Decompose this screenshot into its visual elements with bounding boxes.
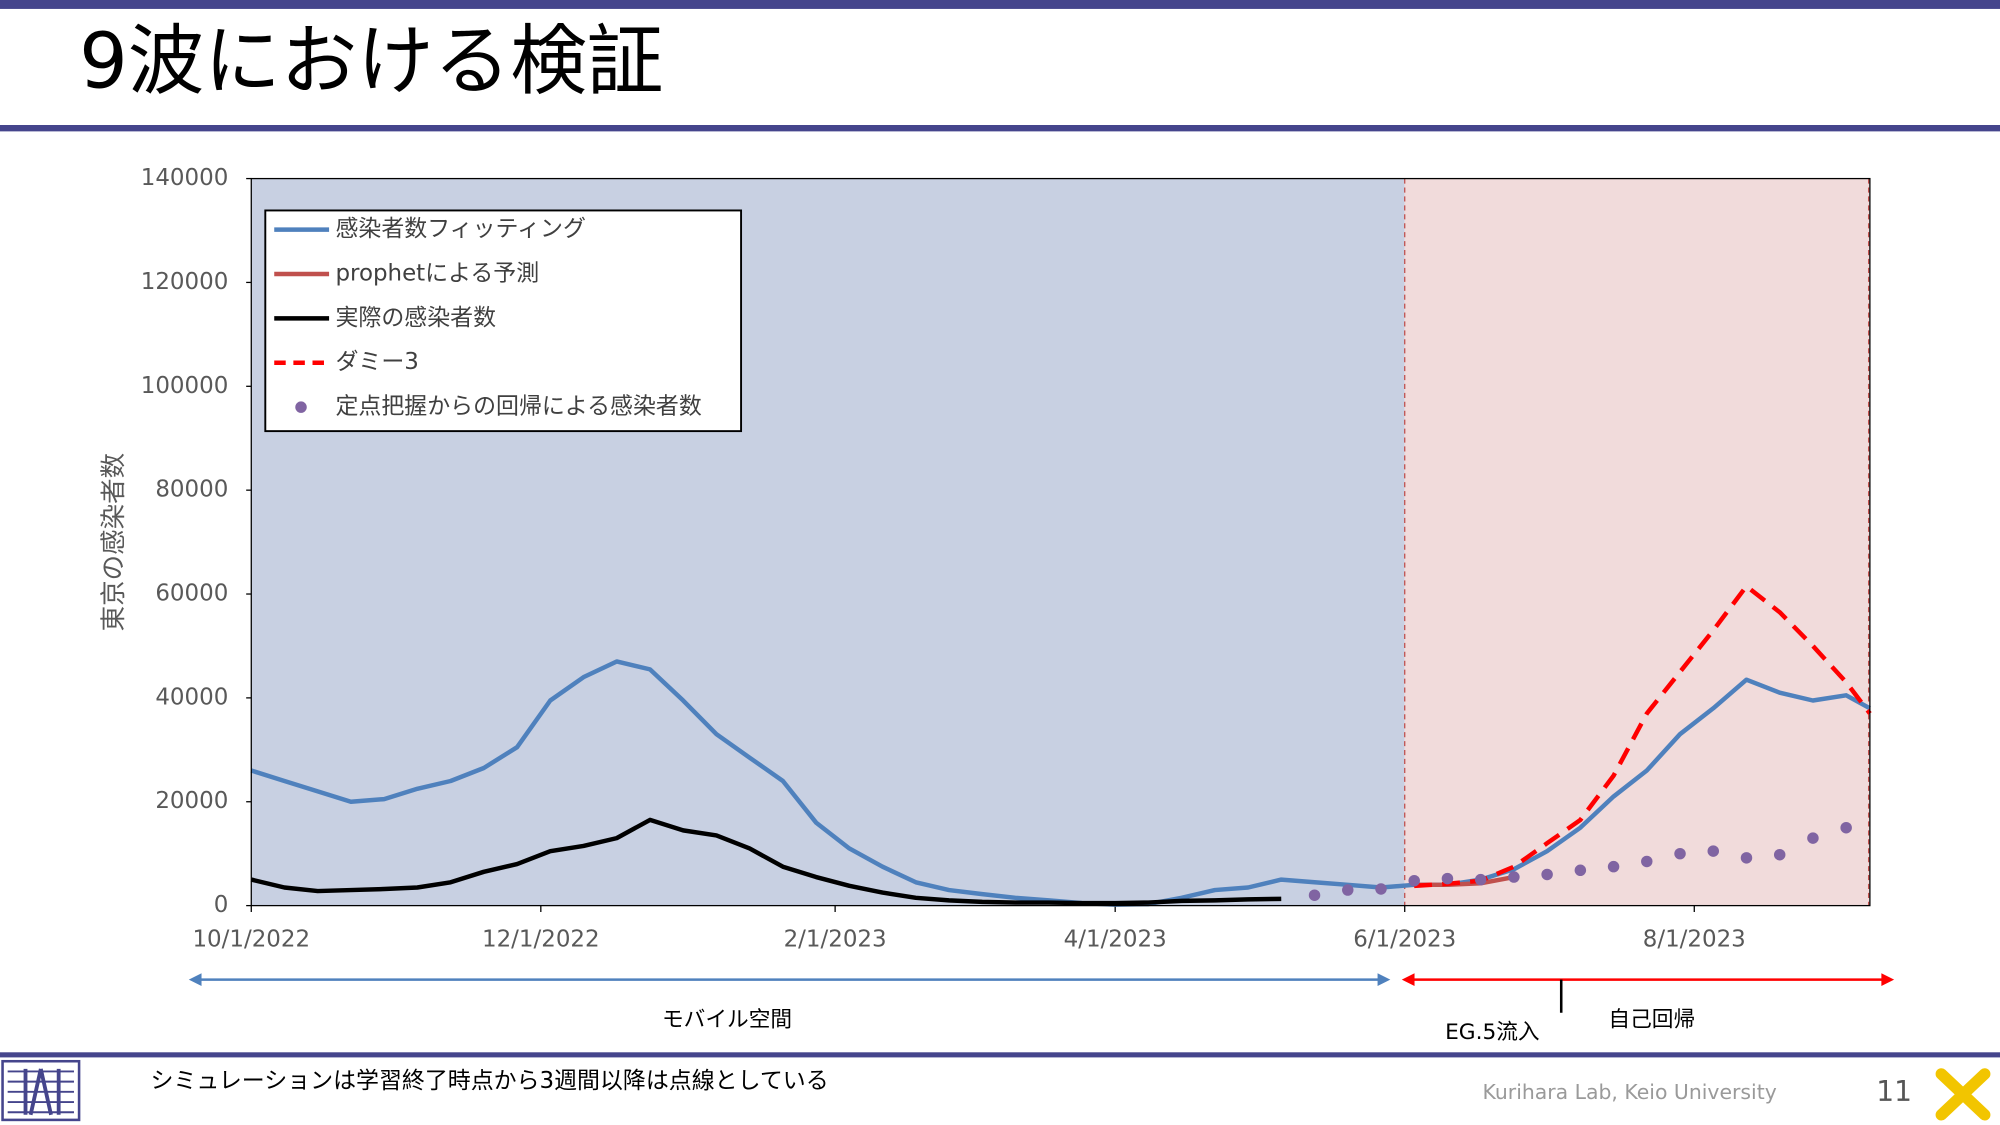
arrowhead bbox=[1377, 973, 1391, 986]
data-point bbox=[1607, 860, 1620, 873]
slide-title: 9波における検証 bbox=[79, 17, 663, 106]
legend-label: ダミー3 bbox=[335, 349, 418, 375]
data-point bbox=[1342, 884, 1354, 896]
footer-credit: Kurihara Lab, Keio University bbox=[1483, 1080, 1777, 1104]
y-tick-label: 60000 bbox=[155, 581, 228, 607]
y-tick-label: 80000 bbox=[155, 477, 228, 503]
period-arrows bbox=[188, 973, 1895, 1013]
data-point bbox=[1773, 848, 1786, 861]
y-tick-label: 140000 bbox=[141, 165, 229, 191]
arrowhead bbox=[188, 973, 202, 986]
data-point bbox=[1574, 864, 1587, 877]
legend-box bbox=[264, 209, 743, 433]
data-point bbox=[1674, 847, 1686, 860]
data-point bbox=[1308, 889, 1321, 901]
university-logo bbox=[1935, 1068, 1991, 1121]
region bbox=[1404, 178, 1870, 906]
data-point bbox=[1474, 873, 1487, 886]
arrowhead bbox=[1401, 973, 1415, 986]
annotation: 自己回帰 bbox=[1608, 1007, 1695, 1032]
data-point bbox=[1508, 871, 1520, 883]
y-tick-label: 40000 bbox=[155, 684, 228, 710]
page-number: 11 bbox=[1876, 1075, 1912, 1108]
x-tick-label: 12/1/2022 bbox=[482, 927, 600, 953]
x-tick-label: 10/1/2022 bbox=[192, 927, 310, 953]
lab-logo bbox=[1, 1059, 81, 1122]
data-point bbox=[1840, 821, 1852, 834]
data-point bbox=[1707, 845, 1719, 857]
data-point bbox=[1441, 872, 1454, 885]
y-tick-label: 0 bbox=[214, 892, 229, 918]
legend-marker bbox=[295, 401, 307, 413]
legend-label: 実際の感染者数 bbox=[335, 305, 496, 331]
legend-label: prophetによる予測 bbox=[335, 260, 539, 286]
data-point bbox=[1541, 868, 1553, 881]
y-tick-label: 100000 bbox=[141, 373, 229, 399]
y-tick-label: 20000 bbox=[155, 788, 228, 814]
data-point bbox=[1740, 852, 1753, 864]
series-line bbox=[1414, 583, 1872, 889]
series-line bbox=[250, 817, 1282, 906]
x-tick-label: 8/1/2023 bbox=[1643, 927, 1746, 953]
title-rule bbox=[0, 125, 2000, 132]
top-bar bbox=[0, 0, 2000, 9]
footnote: シミュレーションは学習終了時点から3週間以降は点線としている bbox=[151, 1068, 829, 1094]
bottom-bar bbox=[0, 1052, 2000, 1058]
x-tick-label: 2/1/2023 bbox=[784, 927, 887, 953]
chart: 0 20000 40000 60000 80000 100000 120000 140000 1… bbox=[99, 165, 1872, 953]
data-point bbox=[1375, 883, 1387, 895]
plot-frame bbox=[250, 177, 1871, 907]
arrowhead bbox=[1881, 973, 1895, 986]
data-point bbox=[1641, 855, 1653, 868]
data-point bbox=[1408, 874, 1420, 887]
x-tick-label: 4/1/2023 bbox=[1064, 927, 1167, 953]
annotation: モバイル空間 bbox=[662, 1007, 792, 1032]
legend-label: 感染者数フィッティング bbox=[335, 216, 585, 242]
y-axis-label: 東京の感染者数 bbox=[99, 453, 129, 632]
data-point bbox=[1807, 832, 1819, 844]
y-tick-label: 120000 bbox=[141, 269, 229, 295]
annotation: EG.5流入 bbox=[1445, 1020, 1540, 1045]
legend-label: 定点把握からの回帰による感染者数 bbox=[335, 394, 701, 420]
x-tick-label: 6/1/2023 bbox=[1353, 927, 1456, 953]
